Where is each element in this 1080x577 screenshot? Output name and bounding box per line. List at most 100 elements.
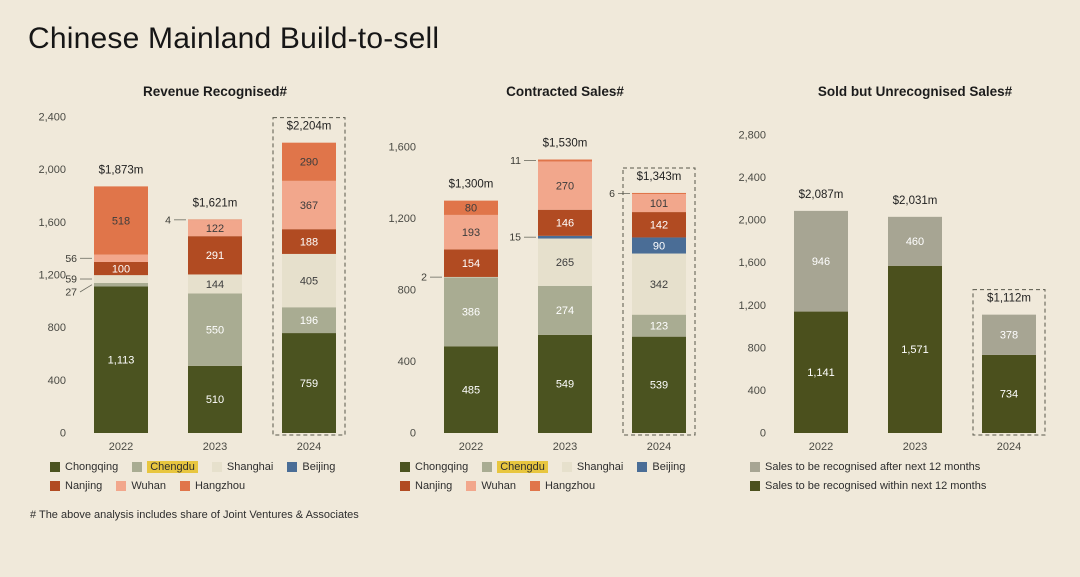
segment-value-label: 460 [906,236,924,248]
legend-row: Nanjing Wuhan Hangzhou [50,480,360,492]
segment-value-label: 1,141 [807,367,835,379]
y-axis-tick-label: 1,200 [738,300,766,312]
segment-value-label: 193 [462,227,480,239]
charts-row: Revenue Recognised# 0 400 800 1,200 1,600 2,0… [20,84,1060,499]
legend-swatch-beijing [637,462,648,472]
legend-swatch-chongqing [50,462,60,472]
y-axis-tick-label: 800 [748,342,766,354]
bar-segment-hangzhou [188,219,242,221]
x-axis-category-label: 2022 [809,441,833,453]
legend-item-nanjing: Nanjing [400,480,452,492]
bar-segment-shanghai [94,275,148,283]
segment-value-label: 146 [556,218,574,230]
bar-segment-shanghai [282,253,336,308]
total-label: $1,621m [193,198,238,210]
bar-segment-nanjing [444,249,498,277]
segment-value-label: 188 [300,236,318,248]
legend-swatch-wuhan [116,481,127,491]
legend-item-nanjing: Nanjing [50,480,102,492]
legend-swatch-chengdu [482,462,493,472]
segment-value-label: 100 [112,263,130,275]
bar-segment-wuhan [632,194,686,213]
legend-item-chengdu: Chengdu [132,461,198,473]
x-axis-category-label: 2024 [997,441,1021,453]
y-axis-tick-label: 0 [60,428,66,440]
legend-item-hangzhou: Hangzhou [529,480,596,492]
highlight-box-2024 [972,289,1046,436]
bar-segment-chongqing [188,365,242,433]
segment-value-label: 378 [1000,330,1018,342]
x-axis-category-label: 2023 [203,441,227,453]
bar-segment-shanghai [188,274,242,294]
callout-value-label: 27 [65,287,77,299]
chart-title-contracted-sales: Contracted Sales# [506,84,624,99]
segment-value-label: 1,571 [901,344,929,356]
legend-swatch-beijing [287,462,298,472]
bar-segment-sales-to-be-recognised-within-next-12-months [794,311,848,433]
segment-value-label: 342 [650,279,668,291]
legend-label: Chengdu [147,461,198,473]
total-label: $2,204m [287,121,332,133]
callout-value-label: 4 [165,214,171,226]
page-title: Chinese Mainland Build-to-sell [28,22,440,55]
legend-label: Sales to be recognised within next 12 mo… [765,480,987,492]
y-axis-tick-label: 2,400 [38,112,66,124]
chart-contracted-sales: Contracted Sales# 0 400 800 1,200 1,600 485 38… [370,84,710,499]
segment-value-label: 759 [300,378,318,390]
bar-segment-nanjing [188,236,242,275]
segment-value-label: 518 [112,215,130,227]
bar-segment-wuhan [188,220,242,237]
legend-swatch-sales-to-be-recognised-after-next-12-months [750,462,760,472]
bar-segment-hangzhou [538,159,592,162]
legend-contracted-sales: Chongqing Chengdu Shanghai Beijing Nanjing Wu… [370,461,710,492]
legend-item-beijing: Beijing [637,461,685,473]
y-axis-tick-label: 1,600 [738,257,766,269]
segment-value-label: 122 [206,223,224,235]
slide: Chinese Mainland Build-to-sell Revenue R… [20,22,1060,521]
callout-value-label: 56 [65,253,77,265]
legend-row: Nanjing Wuhan Hangzhou [400,480,710,492]
legend-row: Chongqing Chengdu Shanghai Beijing [400,461,710,473]
y-axis-tick-label: 800 [48,322,66,334]
bar-segment-wuhan [94,254,148,262]
y-axis-tick-label: 1,200 [388,213,416,225]
segment-value-label: 539 [650,380,668,392]
legend-swatch-shanghai [211,462,222,472]
bar-segment-wuhan [538,161,592,210]
contracted-sales-plot: 0 400 800 1,200 1,600 485 386 154 193 80 2 $1,300m 2… [388,138,696,453]
bar-segment-chengdu [282,307,336,334]
y-axis-tick-label: 1,600 [38,217,66,229]
legend-swatch-nanjing [400,481,410,491]
callout-value-label: 59 [65,274,77,286]
segment-value-label: 101 [650,198,668,210]
callout-value-label: 2 [421,272,427,284]
bar-segment-sales-to-be-recognised-after-next-12-months [982,314,1036,355]
bar-segment-nanjing [632,212,686,238]
legend-label: Sales to be recognised after next 12 mon… [765,461,981,473]
bar-segment-beijing [538,235,592,239]
bar-segment-chengdu [632,314,686,337]
bar-segment-hangzhou [282,142,336,181]
chart-title-revenue-recognised: Revenue Recognised# [142,84,288,99]
legend-label: Beijing [652,461,686,473]
bar-segment-shanghai [538,238,592,286]
footnote: # The above analysis includes share of J… [30,509,359,521]
legend-revenue-recognised: Chongqing Chengdu Shanghai Beijing Nanjing Wu… [20,461,360,492]
segment-value-label: 196 [300,315,318,327]
highlight-box-2024 [622,167,696,436]
legend-swatch-hangzhou [529,481,540,491]
segment-value-label: 290 [300,157,318,169]
total-label: $1,112m [987,293,1031,305]
legend-label: Hangzhou [544,480,596,492]
legend-label: Wuhan [131,480,166,492]
segment-value-label: 550 [206,324,224,336]
legend-sold-unrecognised-sales: Sales to be recognised after next 12 mon… [720,461,1060,492]
y-axis-tick-label: 2,800 [738,130,766,142]
y-axis-tick-label: 2,000 [38,164,66,176]
legend-swatch-sales-to-be-recognised-within-next-12-months [750,481,760,491]
segment-value-label: 265 [556,257,574,269]
callout-value-label: 11 [510,155,521,167]
chart-revenue-recognised: Revenue Recognised# 0 400 800 1,200 1,600 2,0… [20,84,360,499]
y-axis-tick-label: 400 [748,385,766,397]
bar-segment-chengdu [188,293,242,366]
